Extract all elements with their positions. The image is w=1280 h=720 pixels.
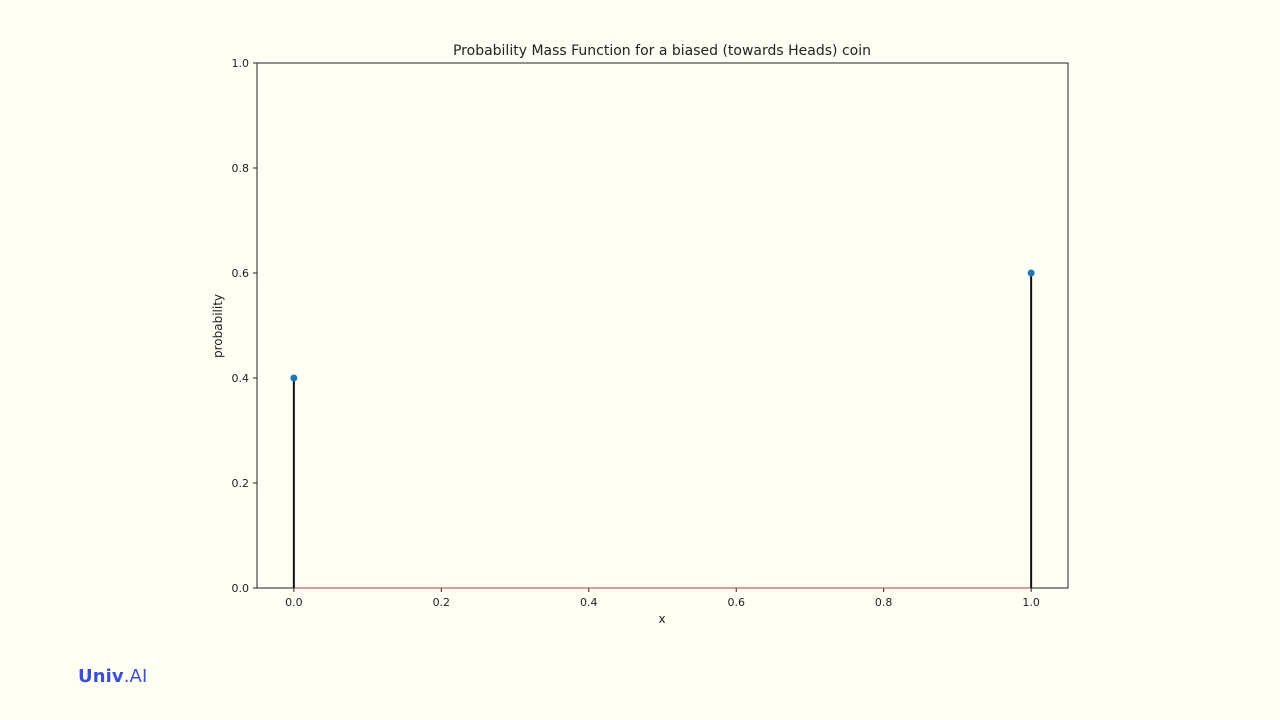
y-tick-label: 1.0 [232, 57, 250, 70]
x-tick-label: 0.8 [875, 596, 893, 609]
y-tick-label: 0.6 [232, 267, 250, 280]
y-axis-label: probability [211, 294, 225, 358]
x-tick-label: 1.0 [1022, 596, 1040, 609]
brand-logo: Univ.AI [78, 666, 147, 688]
plot-frame [256, 62, 1069, 589]
x-tick-label: 0.6 [727, 596, 745, 609]
stem-marker [290, 374, 298, 382]
brand-name-bold: Univ [78, 666, 124, 687]
y-tick-label: 0.8 [232, 162, 250, 175]
x-axis-label: x [658, 612, 665, 626]
x-tick-label: 0.4 [580, 596, 598, 609]
stem-marker [1027, 269, 1035, 277]
brand-name-light: .AI [123, 666, 148, 687]
y-tick-label: 0.4 [232, 372, 250, 385]
plot-area: 0.0 0.2 0.4 0.6 0.8 1.0 0.0 0.2 0.4 0.6 0.8 1.0 [232, 57, 1069, 609]
y-tick-label: 0.0 [232, 582, 250, 595]
x-tick-label: 0.0 [285, 596, 303, 609]
chart-title: Probability Mass Function for a biased (… [453, 43, 871, 59]
x-tick-label: 0.2 [433, 596, 451, 609]
y-tick-label: 0.2 [232, 477, 250, 490]
